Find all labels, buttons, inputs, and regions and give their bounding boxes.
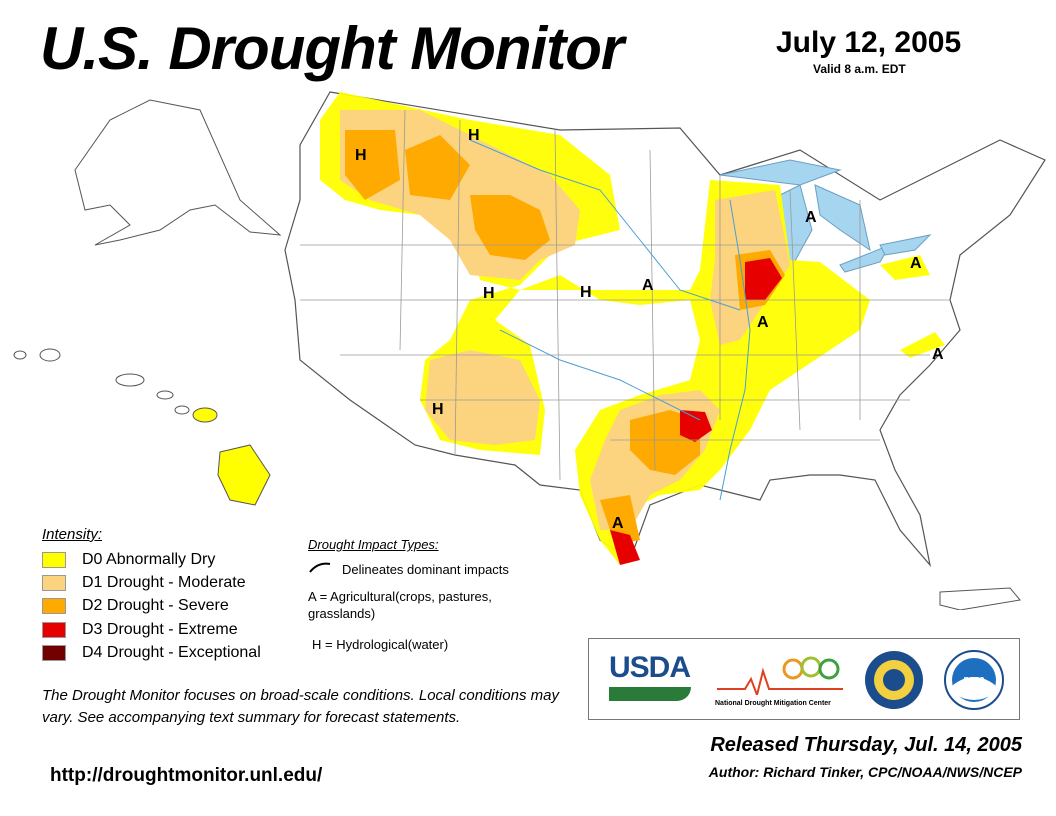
disclaimer-note: The Drought Monitor focuses on broad-sca… [42,687,559,726]
legend-label: D1 Drought - Moderate [82,574,246,591]
legend-item-d1: D1 Drought - Moderate [42,574,246,592]
legend-swatch [42,575,66,591]
impact-label-a: A [932,346,944,363]
agency-logos: USDA National Drought Mitigation Center … [588,638,1020,720]
author: Author: Richard Tinker, CPC/NOAA/NWS/NCE… [708,764,1022,780]
puerto-rico [939,587,1021,610]
valid-time: Valid 8 a.m. EDT [813,62,906,76]
legend-item-d2: D2 Drought - Severe [42,597,229,615]
ndmc-prefix: National [715,700,743,707]
legend-item-d3: D3 Drought - Extreme [42,621,238,639]
impact-label-h: H [483,285,495,302]
impact-agricultural: A = Agricultural(crops, pastures, grassl… [308,589,492,621]
delineate-line-icon [309,562,331,573]
legend-title: Intensity: [42,526,103,543]
impact-label-a: A [642,277,654,294]
legend-label: D4 Drought - Exceptional [82,644,261,661]
legend-swatch [42,552,66,568]
impact-hydrological: H = Hydrological(water) [312,637,449,652]
legend-label: D0 Abnormally Dry [82,551,216,568]
alaska-outline [74,99,282,246]
noaa-logo-icon: noaa [944,650,1004,710]
map-date: July 12, 2005 [776,26,962,59]
legend-swatch [42,645,66,661]
impact-label-a: A [612,515,624,532]
impact-delineates: Delineates dominant impacts [342,562,509,577]
legend-item-d4: D4 Drought - Exceptional [42,644,261,662]
drought-d3-areas [610,258,782,565]
legend-label: D3 Drought - Extreme [82,621,238,638]
doc-seal-icon [865,651,923,709]
impact-label-a: A [910,255,922,272]
impact-types-title: Drought Impact Types: [308,537,439,552]
impact-label-a: A [757,314,769,331]
rivers [469,139,751,501]
state-borders [300,109,950,481]
ndmc-logo: National Drought Mitigation Center [715,651,845,711]
impact-labels: H H H H A H A A A A A [355,127,944,532]
legend-label: D2 Drought - Severe [82,597,229,614]
impact-label-a: A [805,209,817,226]
legend-item-d0: D0 Abnormally Dry [42,551,215,569]
impact-label-h: H [432,401,444,418]
noaa-text: noaa [963,674,985,684]
ndmc-name: Drought Mitigation Center [744,700,831,707]
ndmc-trees-icon [717,656,843,699]
usda-logo: USDA [609,651,691,701]
impact-label-h: H [468,127,480,144]
legend-swatch [42,622,66,638]
impact-label-h: H [355,147,367,164]
drought-map: H H H H A H A A A A A [13,91,1046,610]
released-date: Released Thursday, Jul. 14, 2005 [710,734,1022,756]
impact-label-h: H [580,284,592,301]
hawaii-islands [13,348,271,506]
website-link[interactable]: http://droughtmonitor.unl.edu/ [50,765,323,786]
legend-swatch [42,598,66,614]
page-title: U.S. Drought Monitor [40,15,624,82]
